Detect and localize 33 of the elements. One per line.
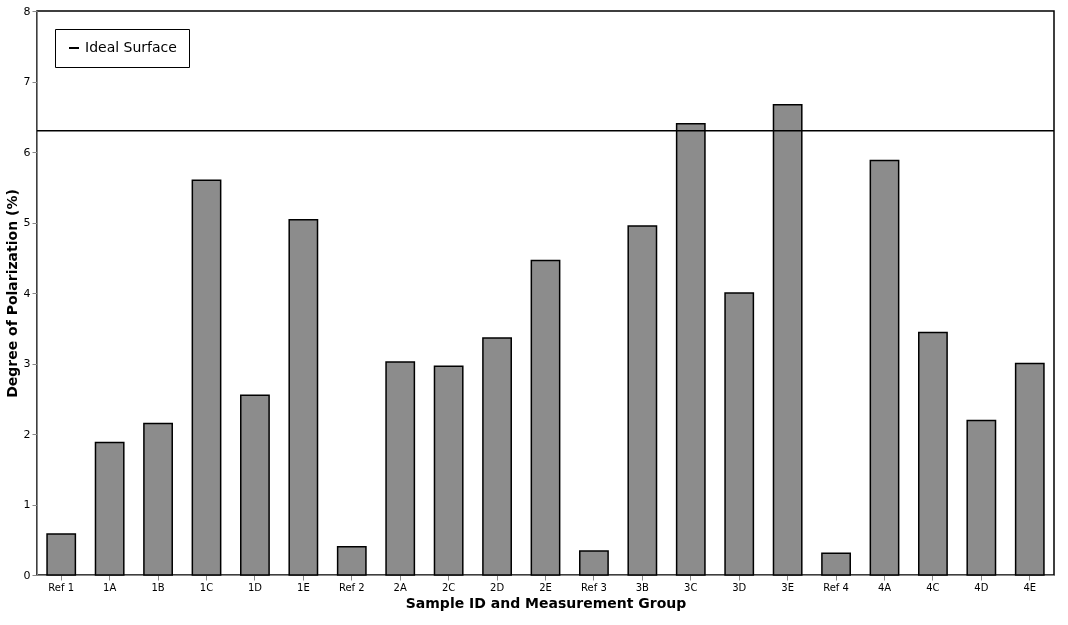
x-tick-label: 2C xyxy=(441,581,456,593)
y-tick-label: 3 xyxy=(23,357,31,370)
x-tick-label: 1A xyxy=(103,581,117,593)
x-tick-label: 4E xyxy=(1023,581,1037,593)
x-tick-label: 4C xyxy=(926,581,940,593)
x-tick-label: 3C xyxy=(684,581,698,593)
x-tick-label: 1C xyxy=(199,581,214,593)
x-tick-label: 2A xyxy=(393,581,407,593)
y-tick-label: 8 xyxy=(23,4,31,18)
x-tick-label: 1D xyxy=(247,581,263,593)
legend-label: Ideal Surface xyxy=(85,39,177,55)
y-tick-label: 5 xyxy=(23,216,31,229)
y-tick-label: 6 xyxy=(23,145,31,159)
x-tick-label: Ref 4 xyxy=(823,581,849,593)
y-axis-title: Degree of Polarization (%) xyxy=(3,189,20,398)
x-tick-label: 1E xyxy=(297,581,310,593)
y-tick-label: 2 xyxy=(23,427,31,441)
x-tick-label: 1B xyxy=(151,581,165,593)
y-tick-label: 4 xyxy=(23,286,31,300)
x-tick-label: Ref 3 xyxy=(581,581,607,593)
y-tick-label: 1 xyxy=(23,498,31,511)
x-tick-label: 4A xyxy=(877,581,892,593)
x-axis-title: Sample ID and Measurement Group xyxy=(405,594,687,611)
x-tick-label: Ref 2 xyxy=(338,581,365,593)
x-tick-label: Ref 1 xyxy=(48,581,75,593)
x-tick-label: 2D xyxy=(490,581,505,593)
x-tick-label: 2E xyxy=(539,581,552,593)
x-tick-label: 4D xyxy=(974,581,989,593)
y-tick-label: 0 xyxy=(23,568,31,582)
x-tick-label: 3B xyxy=(635,581,650,593)
x-tick-label: 3D xyxy=(732,581,747,593)
x-tick-label: 3E xyxy=(781,581,794,593)
y-tick-label: 7 xyxy=(23,75,31,88)
